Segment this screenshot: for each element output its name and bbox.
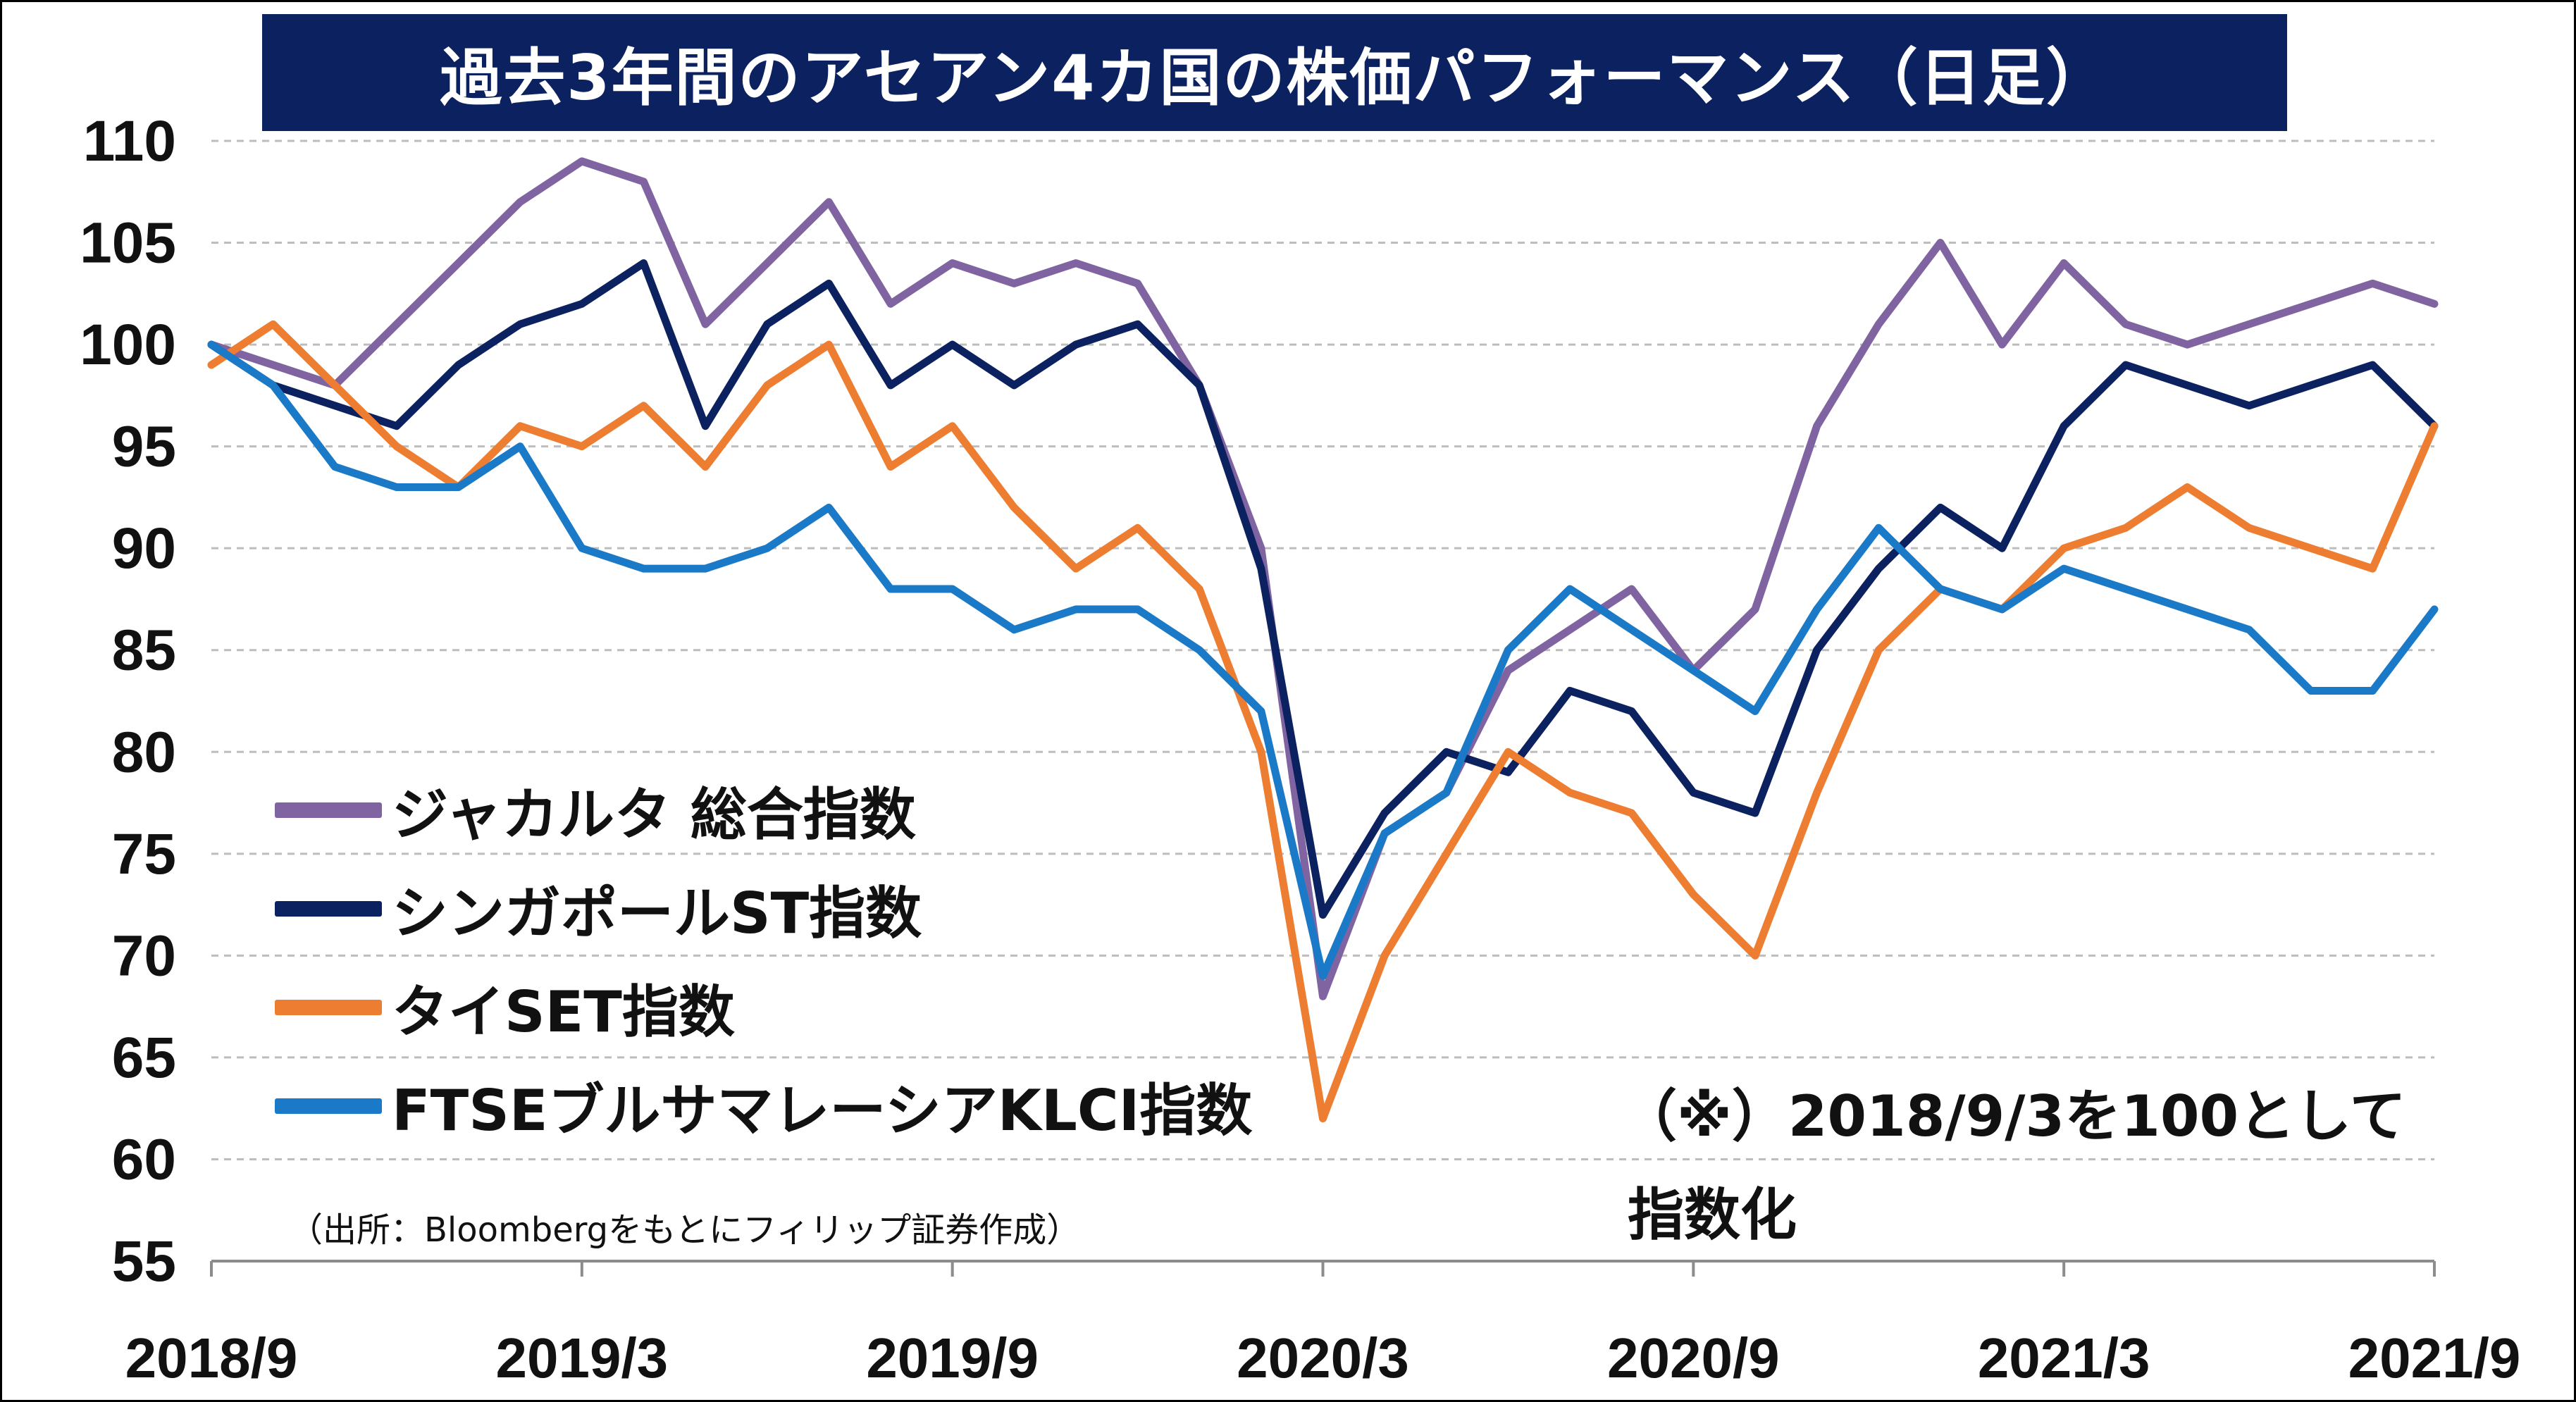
chart-title-bar: 過去3年間のアセアン4カ国の株価パフォーマンス（日足） [262,14,2287,131]
legend-label-singapore: シンガポールST指数 [392,881,922,946]
y-tick-label: 55 [112,1229,176,1294]
legend-swatch-jakarta [275,802,382,818]
y-tick-label: 80 [112,720,176,784]
y-tick-label: 110 [83,109,176,173]
y-tick-label: 70 [112,924,176,988]
source-note: （出所：Bloombergをもとにフィリップ証券作成） [289,1210,1081,1250]
legend-item: タイSET指数 [275,958,1252,1057]
series-line-0 [207,157,2439,1000]
y-tick-label: 85 [112,619,176,683]
y-tick-label: 75 [112,822,176,886]
legend-swatch-malaysia [275,1098,382,1114]
legend-label-malaysia: FTSEブルサマレーシアKLCI指数 [392,1078,1253,1143]
legend-label-jakarta: ジャカルタ 総合指数 [392,782,916,848]
legend-item: シンガポールST指数 [275,860,1252,958]
x-tick-label: 2020/9 [1607,1327,1780,1389]
series-line-3 [207,340,2439,980]
x-tick-label: 2020/3 [1237,1327,1409,1389]
legend-swatch-thailand [275,1000,382,1015]
index-note-line2: 指数化 [1628,1182,1797,1248]
y-tick-label: 105 [80,211,176,275]
x-tick-label: 2018/9 [125,1327,298,1389]
x-tick-label: 2021/3 [1978,1327,2150,1389]
legend-item: ジャカルタ 総合指数 [275,761,1252,860]
chart-title: 過去3年間のアセアン4カ国の株価パフォーマンス（日足） [440,41,2110,114]
series-line-1 [207,259,2439,919]
series-line-2 [207,320,2439,1123]
x-tick-label: 2019/3 [495,1327,668,1389]
legend: ジャカルタ 総合指数 シンガポールST指数 タイSET指数 FTSEブルサマレー… [275,761,1252,1155]
y-tick-label: 65 [112,1026,176,1090]
legend-item: FTSEブルサマレーシアKLCI指数 [275,1057,1252,1155]
y-tick-label: 95 [112,415,176,479]
y-tick-label: 90 [112,516,176,581]
legend-label-thailand: タイSET指数 [392,979,735,1045]
x-tick-label: 2019/9 [866,1327,1039,1389]
x-tick-label: 2021/9 [2348,1327,2521,1389]
index-note-line1: （※）2018/9/3を100として [1621,1084,2406,1149]
y-tick-label: 100 [80,313,176,377]
y-tick-label: 60 [112,1127,176,1191]
legend-swatch-singapore [275,901,382,917]
